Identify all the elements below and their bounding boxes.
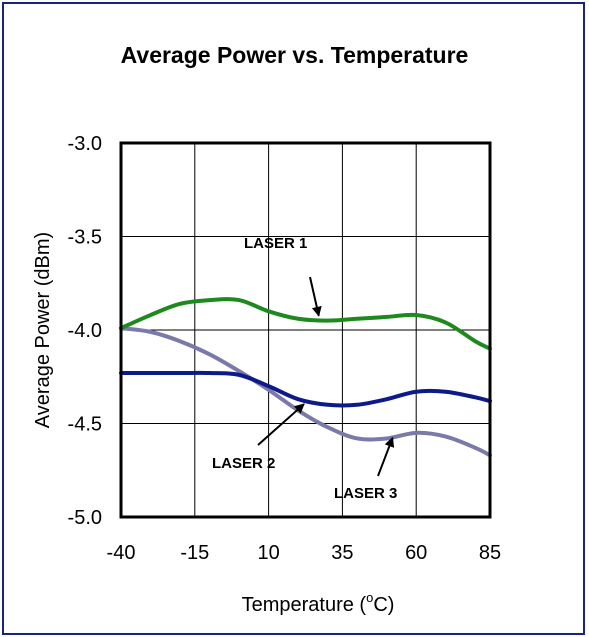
annotation-arrow: [377, 436, 395, 477]
annotations: LASER 1 LASER 2 LASER 3: [212, 235, 397, 502]
annotation-label: LASER 1: [244, 235, 307, 252]
y-axis-label: Average Power (dBm): [32, 232, 54, 428]
x-tick-label: 10: [257, 542, 279, 564]
x-axis-label: Temperature (oC): [242, 590, 395, 616]
x-axis-label-unit: C): [373, 594, 394, 616]
annotation-arrow: [257, 403, 305, 446]
series-line-laser-1: [119, 297, 492, 351]
x-tick-label: -15: [180, 542, 209, 564]
x-axis-label-main: Temperature (: [242, 594, 367, 616]
tick-labels: -40 -15 10 35 60 85 -3.0 -3.5 -4.0 -4.5 -5.0: [68, 133, 502, 564]
y-tick-label: -3.0: [68, 133, 102, 155]
plot-border: [119, 141, 492, 519]
x-tick-label: -40: [107, 542, 136, 564]
y-tick-label: -4.5: [68, 414, 102, 436]
annotation-arrow: [309, 276, 322, 317]
y-tick-label: -5.0: [68, 507, 102, 529]
chart-title: Average Power vs. Temperature: [120, 42, 469, 68]
annotation-label: LASER 2: [212, 455, 275, 472]
x-tick-label: 60: [405, 542, 427, 564]
x-axis-label-degree: o: [366, 590, 373, 605]
x-tick-label: 35: [331, 542, 353, 564]
y-tick-label: -4.0: [68, 320, 102, 342]
y-tick-label: -3.5: [68, 227, 102, 249]
series-lines: [119, 297, 492, 458]
grid: [120, 142, 491, 518]
x-tick-label: 85: [479, 542, 501, 564]
annotation-label: LASER 3: [334, 485, 397, 502]
series-line-laser-2: [119, 370, 492, 408]
series-line-laser-3: [119, 326, 492, 458]
